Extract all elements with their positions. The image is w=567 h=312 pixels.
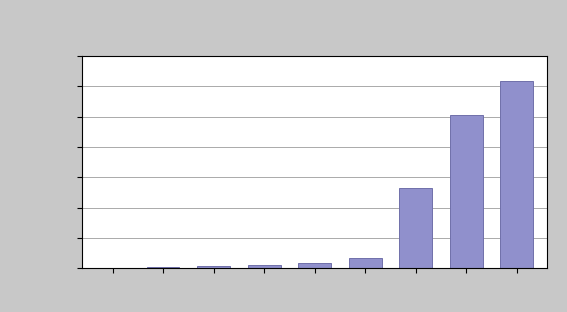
Bar bbox=[248, 265, 281, 268]
Bar bbox=[197, 266, 230, 268]
Bar bbox=[399, 188, 432, 268]
Bar bbox=[147, 267, 180, 268]
Bar bbox=[450, 115, 483, 268]
Bar bbox=[298, 264, 331, 268]
Bar bbox=[501, 81, 533, 268]
Bar bbox=[349, 258, 382, 268]
